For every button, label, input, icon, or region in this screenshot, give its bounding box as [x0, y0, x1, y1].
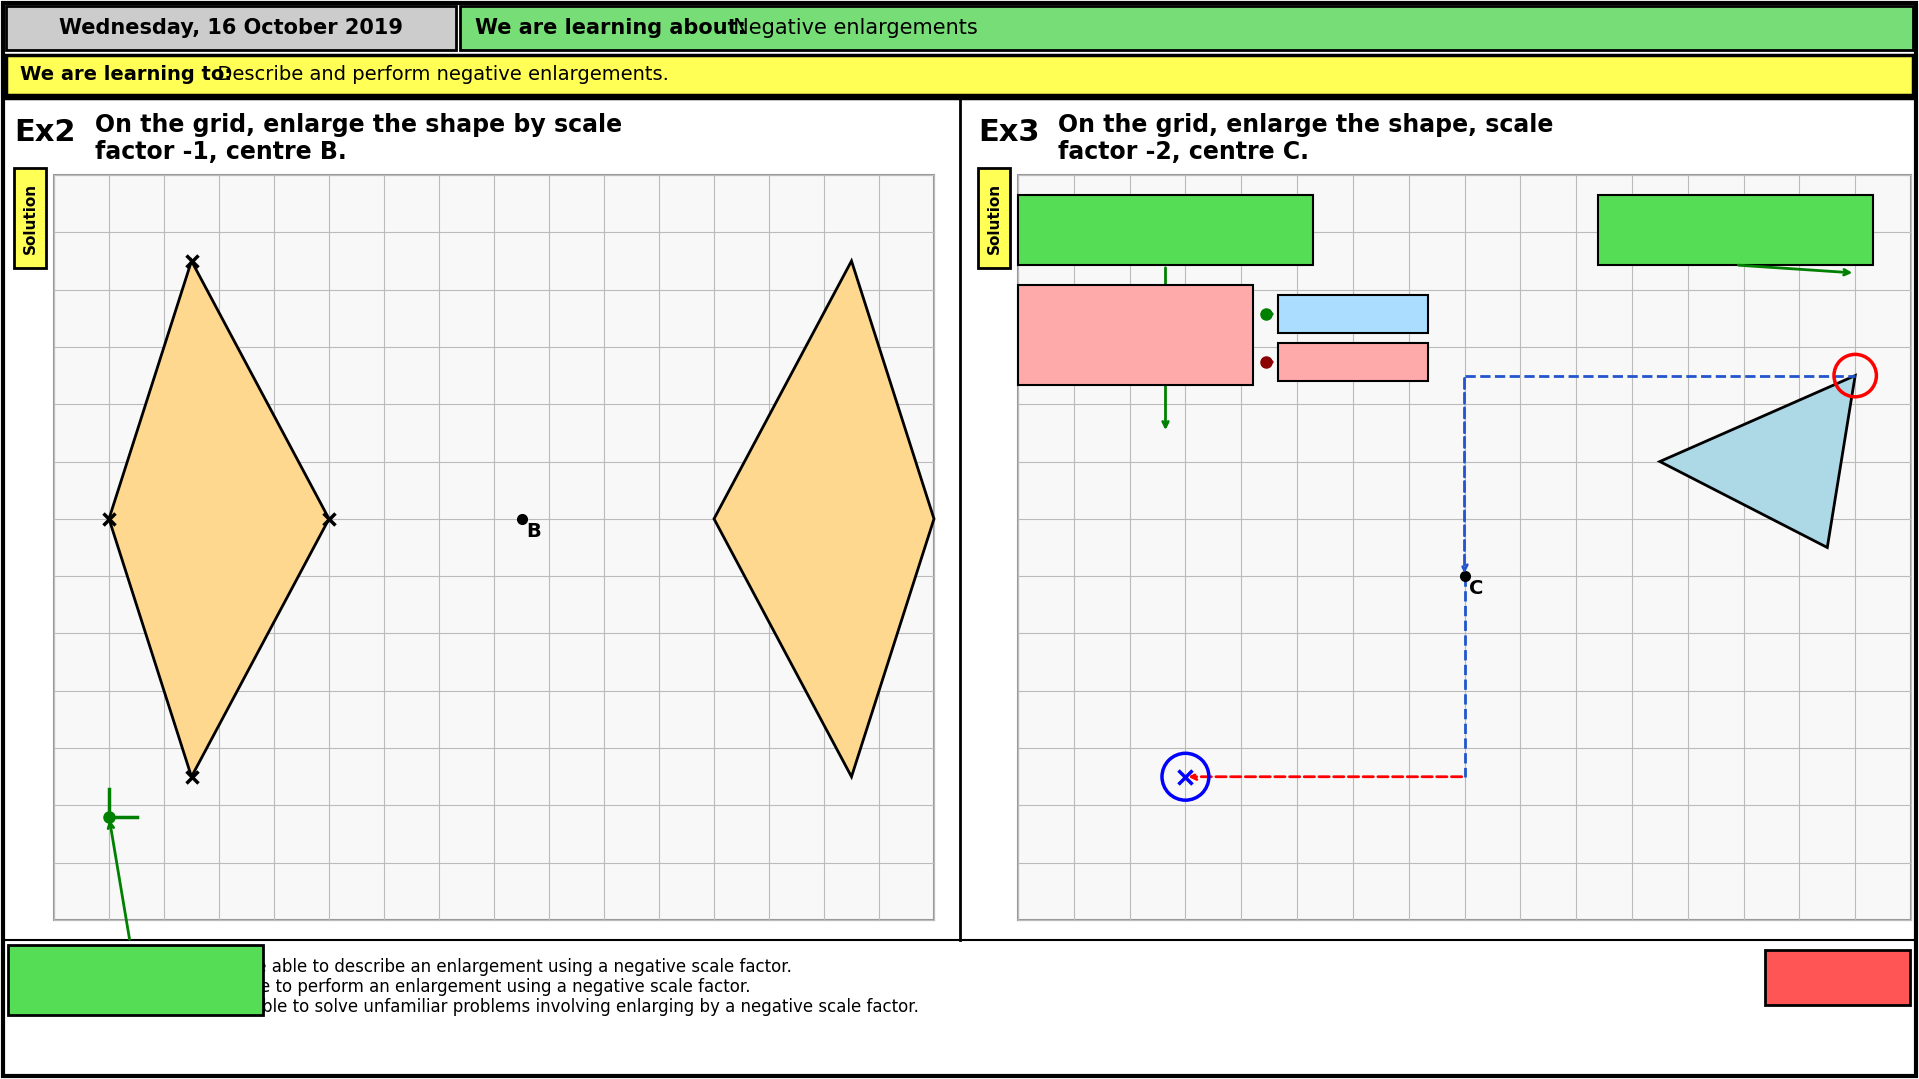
- Text: U2 → R3: U2 → R3: [1313, 305, 1393, 323]
- Bar: [1599, 195, 1873, 265]
- Text: D4 → L6: D4 → L6: [1313, 353, 1393, 371]
- Text: using the scale factor.: using the scale factor.: [1075, 240, 1257, 257]
- Bar: [1278, 343, 1428, 381]
- Text: Ex3: Ex3: [979, 118, 1040, 147]
- Bar: [1017, 195, 1313, 265]
- Text: •  Developing learners will be able to describe an enlargement using a negative : • Developing learners will be able to de…: [19, 958, 793, 976]
- Text: •  Secure learners will be able to perform an enlargement using a negative scale: • Secure learners will be able to perfor…: [19, 978, 750, 996]
- Text: factor -2, centre C.: factor -2, centre C.: [1057, 140, 1309, 164]
- Text: We are learning to:: We are learning to:: [19, 66, 232, 84]
- Text: Wednesday, 16 October 2019: Wednesday, 16 October 2019: [59, 18, 403, 38]
- Polygon shape: [714, 261, 935, 777]
- Bar: [1765, 950, 1909, 1005]
- Bar: [6, 6, 457, 50]
- Text: Up ↔ Down: Up ↔ Down: [1084, 327, 1188, 345]
- Text: On the grid, enlarge the shape, scale: On the grid, enlarge the shape, scale: [1057, 113, 1552, 137]
- Bar: [461, 6, 1913, 50]
- Text: Describe movement: Describe movement: [1643, 217, 1829, 235]
- Text: We are learning about:: We are learning about:: [476, 18, 746, 38]
- Text: the enlargement.: the enlargement.: [15, 988, 192, 1006]
- Bar: [13, 168, 46, 268]
- Bar: [1017, 285, 1253, 385]
- Text: Left ↔ Right: Left ↔ Right: [1078, 351, 1192, 369]
- Bar: [1017, 175, 1911, 920]
- Bar: [8, 945, 263, 1015]
- Text: Join the points to finish: Join the points to finish: [15, 965, 253, 983]
- Text: C: C: [1470, 579, 1483, 598]
- Text: from centre to a point.: from centre to a point.: [1643, 240, 1829, 257]
- Text: factor -1, centre B.: factor -1, centre B.: [96, 140, 347, 164]
- Bar: [6, 55, 1913, 95]
- Text: Reverse the movement: Reverse the movement: [1057, 217, 1274, 235]
- Text: Effect of negative:: Effect of negative:: [1048, 303, 1222, 320]
- Text: Ex2: Ex2: [13, 118, 75, 147]
- Text: B: B: [526, 522, 541, 541]
- Bar: [979, 168, 1009, 268]
- Text: Solution: Solution: [23, 182, 38, 254]
- Bar: [1278, 295, 1428, 333]
- Text: Describe and perform negative enlargements.: Describe and perform negative enlargemen…: [205, 66, 670, 84]
- Text: On the grid, enlarge the shape by scale: On the grid, enlarge the shape by scale: [96, 113, 622, 137]
- Text: •  Excelling learners will be able to solve unfamiliar problems involving enlarg: • Excelling learners will be able to sol…: [19, 998, 919, 1016]
- Bar: [54, 175, 935, 920]
- Polygon shape: [109, 261, 328, 777]
- Text: KEY TERMS: KEY TERMS: [1779, 968, 1894, 986]
- Text: Negative enlargements: Negative enlargements: [720, 18, 979, 38]
- Text: Solution: Solution: [986, 182, 1002, 254]
- Polygon shape: [1660, 375, 1856, 547]
